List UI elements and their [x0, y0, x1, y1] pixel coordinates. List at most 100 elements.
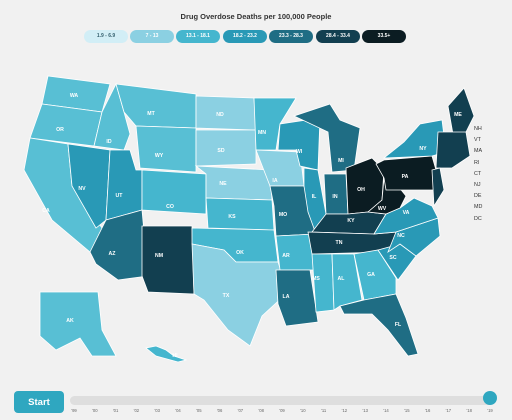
- year-tick: '03: [154, 408, 160, 413]
- legend-item: 33.5+: [362, 30, 406, 43]
- label-md: MD: [474, 204, 483, 211]
- label-ma: MA: [474, 148, 483, 155]
- label-ia: IA: [272, 178, 277, 184]
- year-tick: '08: [258, 408, 264, 413]
- label-sc: SC: [389, 255, 396, 261]
- label-wa: WA: [70, 93, 79, 99]
- legend-item: 18.2 - 23.2: [223, 30, 267, 43]
- start-button[interactable]: Start: [14, 391, 64, 413]
- year-tick: '14: [383, 408, 389, 413]
- year-tick: '99: [71, 408, 77, 413]
- label-ny: NY: [419, 146, 427, 152]
- label-mt: MT: [147, 111, 155, 117]
- state-mn: [253, 97, 297, 151]
- year-tick: '19: [487, 408, 493, 413]
- year-tick: '05: [196, 408, 202, 413]
- label-al: AL: [338, 276, 346, 282]
- year-tick: '02: [133, 408, 140, 413]
- year-tick: '17: [445, 408, 452, 413]
- year-tick: '04: [175, 408, 181, 413]
- label-ok: OK: [236, 250, 244, 256]
- label-nv: NV: [78, 186, 86, 192]
- label-ms: MS: [312, 276, 320, 282]
- label-mn: MN: [258, 130, 266, 136]
- state-pa: [375, 155, 437, 191]
- label-de: DE: [474, 193, 482, 200]
- label-ky: KY: [347, 218, 355, 224]
- state-ks: [205, 197, 275, 231]
- legend-item: 23.3 - 28.3: [269, 30, 313, 43]
- label-vt: VT: [474, 137, 481, 144]
- state-ms: [311, 253, 335, 313]
- state-hi: [145, 345, 188, 363]
- label-ks: KS: [228, 214, 236, 220]
- state-mi: [292, 103, 361, 173]
- state-ut: [105, 149, 143, 221]
- label-in: IN: [332, 194, 337, 200]
- label-wv: WV: [378, 206, 387, 212]
- label-va: VA: [403, 210, 410, 216]
- state-nj-md-de: [431, 167, 445, 208]
- label-ri: RI: [474, 159, 480, 166]
- year-tick: '11: [321, 408, 327, 413]
- label-ga: GA: [367, 272, 375, 278]
- label-il: IL: [312, 194, 317, 200]
- northeast-state-labels: NH VT MA RI CT NJ DE MD DC: [474, 124, 482, 225]
- label-az: AZ: [109, 251, 117, 257]
- year-tick: '16: [424, 408, 431, 413]
- label-tn: TN: [336, 240, 343, 246]
- label-ca: CA: [42, 208, 50, 214]
- label-ne: NE: [219, 181, 227, 187]
- label-tx: TX: [223, 293, 230, 299]
- state-la: [275, 269, 319, 327]
- label-sd: SD: [217, 148, 224, 154]
- state-ny: [382, 119, 447, 159]
- label-or: OR: [56, 127, 64, 133]
- label-ct: CT: [474, 170, 482, 177]
- label-me: ME: [454, 112, 462, 118]
- state-ne: [194, 165, 273, 201]
- year-tick: '09: [279, 408, 285, 413]
- label-mi: MI: [338, 158, 344, 164]
- year-tick: '01: [112, 408, 119, 413]
- state-nd: [195, 95, 257, 131]
- state-sd: [195, 129, 257, 167]
- year-tick: '15: [404, 408, 410, 413]
- label-wy: WY: [155, 153, 164, 159]
- state-tx: [191, 243, 289, 347]
- year-tick: '13: [362, 408, 368, 413]
- year-slider-handle[interactable]: [483, 391, 497, 405]
- year-tick: '10: [300, 408, 306, 413]
- label-fl: FL: [395, 322, 402, 328]
- label-wi: WI: [296, 149, 303, 155]
- label-nd: ND: [216, 112, 224, 118]
- chart-title: Drug Overdose Deaths per 100,000 People: [180, 12, 332, 21]
- label-oh: OH: [357, 187, 365, 193]
- year-tick: '00: [92, 408, 98, 413]
- year-ticks: '99 '00 '01 '02 '03 '04 '05 '06 '07 '08 '09 '10 '11 '…: [0, 408, 512, 416]
- label-pa: PA: [402, 174, 409, 180]
- label-co: CO: [166, 204, 174, 210]
- year-tick: '06: [216, 408, 223, 413]
- state-nv: [67, 143, 111, 229]
- legend-item: 13.1 - 18.1: [176, 30, 220, 43]
- state-ak: [39, 291, 117, 357]
- legend-item: 1.9 - 6.9: [84, 30, 128, 43]
- label-ar: AR: [282, 253, 290, 259]
- state-co: [141, 169, 207, 215]
- year-tick: '07: [237, 408, 244, 413]
- state-nm: [141, 225, 195, 295]
- legend: 1.9 - 6.9 7 - 13 13.1 - 18.1 18.2 - 23.2 23.…: [0, 30, 512, 44]
- state-mt: [115, 83, 197, 129]
- label-nh: NH: [474, 126, 482, 132]
- label-ak: AK: [66, 318, 74, 324]
- label-nm: NM: [155, 253, 163, 259]
- label-nj: NJ: [474, 181, 481, 188]
- legend-item: 28.4 - 33.4: [316, 30, 360, 43]
- state-ne-small: [435, 131, 471, 169]
- label-mo: MO: [279, 212, 287, 218]
- state-fl: [339, 293, 419, 357]
- year-tick: '18: [466, 408, 472, 413]
- year-slider-track[interactable]: [70, 396, 494, 405]
